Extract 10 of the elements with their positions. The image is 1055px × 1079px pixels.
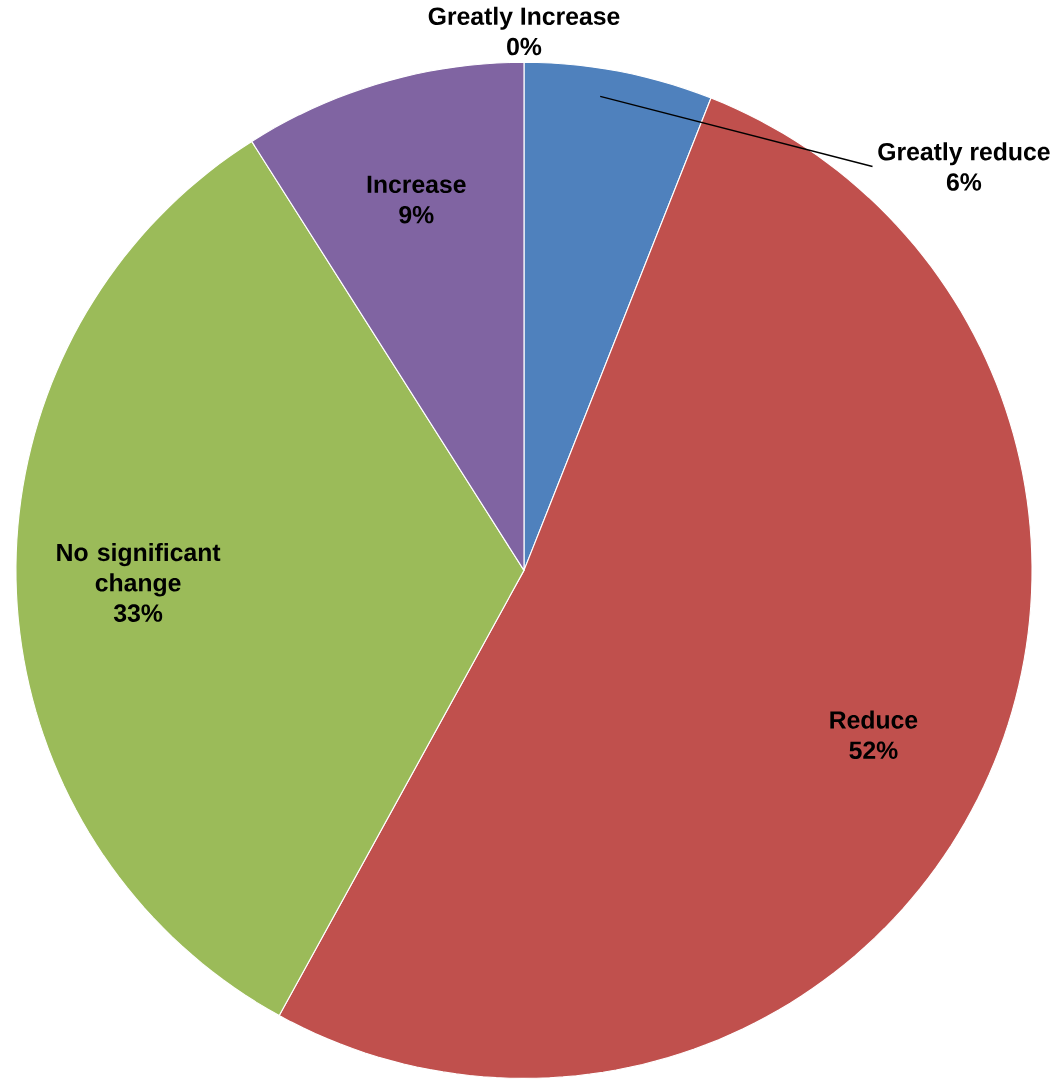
category-label: Greatly Increase [428,6,620,30]
text: 0% [507,37,542,56]
data-label: 33% [113,604,163,622]
slice-label: No significant change [57,542,221,597]
data-label: 9% [399,205,434,224]
data-label: 52% [849,741,898,760]
slice-label: Reduce [830,710,918,729]
slice-label: Greatly reduce [878,142,1050,166]
slice-label: Increase [367,175,466,194]
data-label: 6% [946,173,982,191]
